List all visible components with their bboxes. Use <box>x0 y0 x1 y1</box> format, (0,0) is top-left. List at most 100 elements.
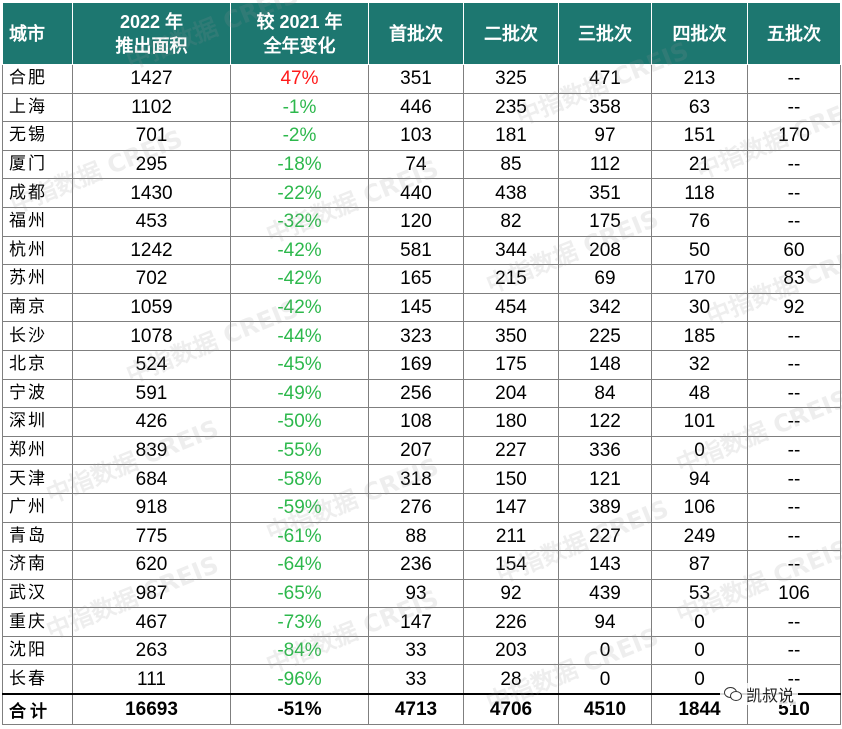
area-cell: 524 <box>72 349 231 380</box>
table-row: 重庆 467 -73% 147 226 94 0 -- <box>2 607 841 637</box>
area-cell: 987 <box>72 578 231 609</box>
batch-1-cell: 446 <box>368 92 464 123</box>
batch-4-cell: 106 <box>651 492 748 523</box>
total-batch-1-cell: 4713 <box>368 693 464 726</box>
area-cell: 620 <box>72 550 231 580</box>
city-cell: 福州 <box>2 206 73 237</box>
batch-5-cell: -- <box>747 407 841 437</box>
batch-5-cell: -- <box>747 321 841 351</box>
city-cell: 合肥 <box>2 64 73 94</box>
change-cell: -42% <box>230 264 369 294</box>
batch-4-cell: 53 <box>651 578 748 609</box>
batch-4-cell: 0 <box>651 635 748 666</box>
batch-1-cell: 236 <box>368 550 464 580</box>
city-cell: 广州 <box>2 492 73 523</box>
area-cell: 1102 <box>72 92 231 123</box>
area-cell: 453 <box>72 206 231 237</box>
total-batch-3-cell: 4510 <box>558 693 652 726</box>
city-cell: 重庆 <box>2 607 73 637</box>
batch-3-cell: 84 <box>558 378 652 409</box>
batch-3-cell: 471 <box>558 64 652 94</box>
header-batch-2: 二批次 <box>463 2 559 65</box>
batch-1-cell: 165 <box>368 264 464 294</box>
batch-2-cell: 203 <box>463 635 559 666</box>
area-cell: 702 <box>72 264 231 294</box>
batch-5-cell: 170 <box>747 121 841 151</box>
city-cell: 宁波 <box>2 378 73 409</box>
batch-4-cell: 48 <box>651 378 748 409</box>
batch-4-cell: 249 <box>651 521 748 552</box>
batch-5-cell: -- <box>747 435 841 466</box>
batch-2-cell: 180 <box>463 407 559 437</box>
brand-name: 凯叔说 <box>746 686 795 705</box>
city-cell: 武汉 <box>2 578 73 609</box>
header-area-2022: 2022 年推出面积 <box>72 2 231 65</box>
change-cell: -58% <box>230 464 369 494</box>
header-city-line: 城市 <box>9 23 45 44</box>
batch-2-cell: 235 <box>463 92 559 123</box>
header-batch-1: 首批次 <box>368 2 464 65</box>
batch-4-cell: 213 <box>651 64 748 94</box>
change-cell: -96% <box>230 664 369 695</box>
total-batch-2-cell: 4706 <box>463 693 559 726</box>
header-change-vs-2021: 较 2021 年全年变化 <box>230 2 369 65</box>
total-change-cell: -51% <box>230 693 369 726</box>
change-cell: -84% <box>230 635 369 666</box>
batch-1-cell: 108 <box>368 407 464 437</box>
batch-4-cell: 118 <box>651 178 748 208</box>
batch-3-cell: 69 <box>558 264 652 294</box>
batch-3-cell: 143 <box>558 550 652 580</box>
batch-4-cell: 32 <box>651 349 748 380</box>
area-cell: 1242 <box>72 235 231 266</box>
batch-2-cell: 175 <box>463 349 559 380</box>
batch-2-cell: 438 <box>463 178 559 208</box>
header-batch-3: 三批次 <box>558 2 652 65</box>
area-cell: 1427 <box>72 64 231 94</box>
header-batch-5: 五批次 <box>747 2 841 65</box>
batch-5-cell: 106 <box>747 578 841 609</box>
city-cell: 厦门 <box>2 149 73 180</box>
batch-3-cell: 121 <box>558 464 652 494</box>
change-cell: -44% <box>230 321 369 351</box>
city-cell: 济南 <box>2 550 73 580</box>
table-row: 青岛 775 -61% 88 211 227 249 -- <box>2 521 841 552</box>
batch-5-cell: 83 <box>747 264 841 294</box>
batch-5-cell: -- <box>747 607 841 637</box>
batch-5-cell: -- <box>747 378 841 409</box>
batch-2-cell: 154 <box>463 550 559 580</box>
table-row: 合肥 1427 47% 351 325 471 213 -- <box>2 64 841 94</box>
area-cell: 701 <box>72 121 231 151</box>
table-row: 厦门 295 -18% 74 85 112 21 -- <box>2 149 841 180</box>
header-batch-4-line: 四批次 <box>672 23 727 44</box>
header-batch-4: 四批次 <box>651 2 748 65</box>
header-area-2022-line: 2022 年 <box>119 11 184 32</box>
batch-4-cell: 170 <box>651 264 748 294</box>
batch-1-cell: 256 <box>368 378 464 409</box>
batch-3-cell: 112 <box>558 149 652 180</box>
batch-2-cell: 204 <box>463 378 559 409</box>
table-row: 上海 1102 -1% 446 235 358 63 -- <box>2 92 841 123</box>
change-cell: -50% <box>230 407 369 437</box>
batch-1-cell: 145 <box>368 292 464 323</box>
change-cell: -2% <box>230 121 369 151</box>
batch-3-cell: 0 <box>558 635 652 666</box>
area-cell: 1059 <box>72 292 231 323</box>
batch-2-cell: 325 <box>463 64 559 94</box>
city-cell: 天津 <box>2 464 73 494</box>
area-cell: 295 <box>72 149 231 180</box>
table-row: 无锡 701 -2% 103 181 97 151 170 <box>2 121 841 151</box>
city-cell: 长春 <box>2 664 73 695</box>
city-cell: 深圳 <box>2 407 73 437</box>
change-cell: 47% <box>230 64 369 94</box>
area-cell: 684 <box>72 464 231 494</box>
total-city-cell: 合计 <box>2 693 73 726</box>
batch-2-cell: 454 <box>463 292 559 323</box>
batch-1-cell: 120 <box>368 206 464 237</box>
header-batch-2-line: 二批次 <box>484 23 538 44</box>
batch-3-cell: 208 <box>558 235 652 266</box>
table-header-row: 城市 2022 年推出面积较 2021 年全年变化 首批次 二批次 三批次 四批次 五批次 <box>2 2 841 65</box>
batch-4-cell: 30 <box>651 292 748 323</box>
table-row: 杭州 1242 -42% 581 344 208 50 60 <box>2 235 841 266</box>
batch-3-cell: 175 <box>558 206 652 237</box>
